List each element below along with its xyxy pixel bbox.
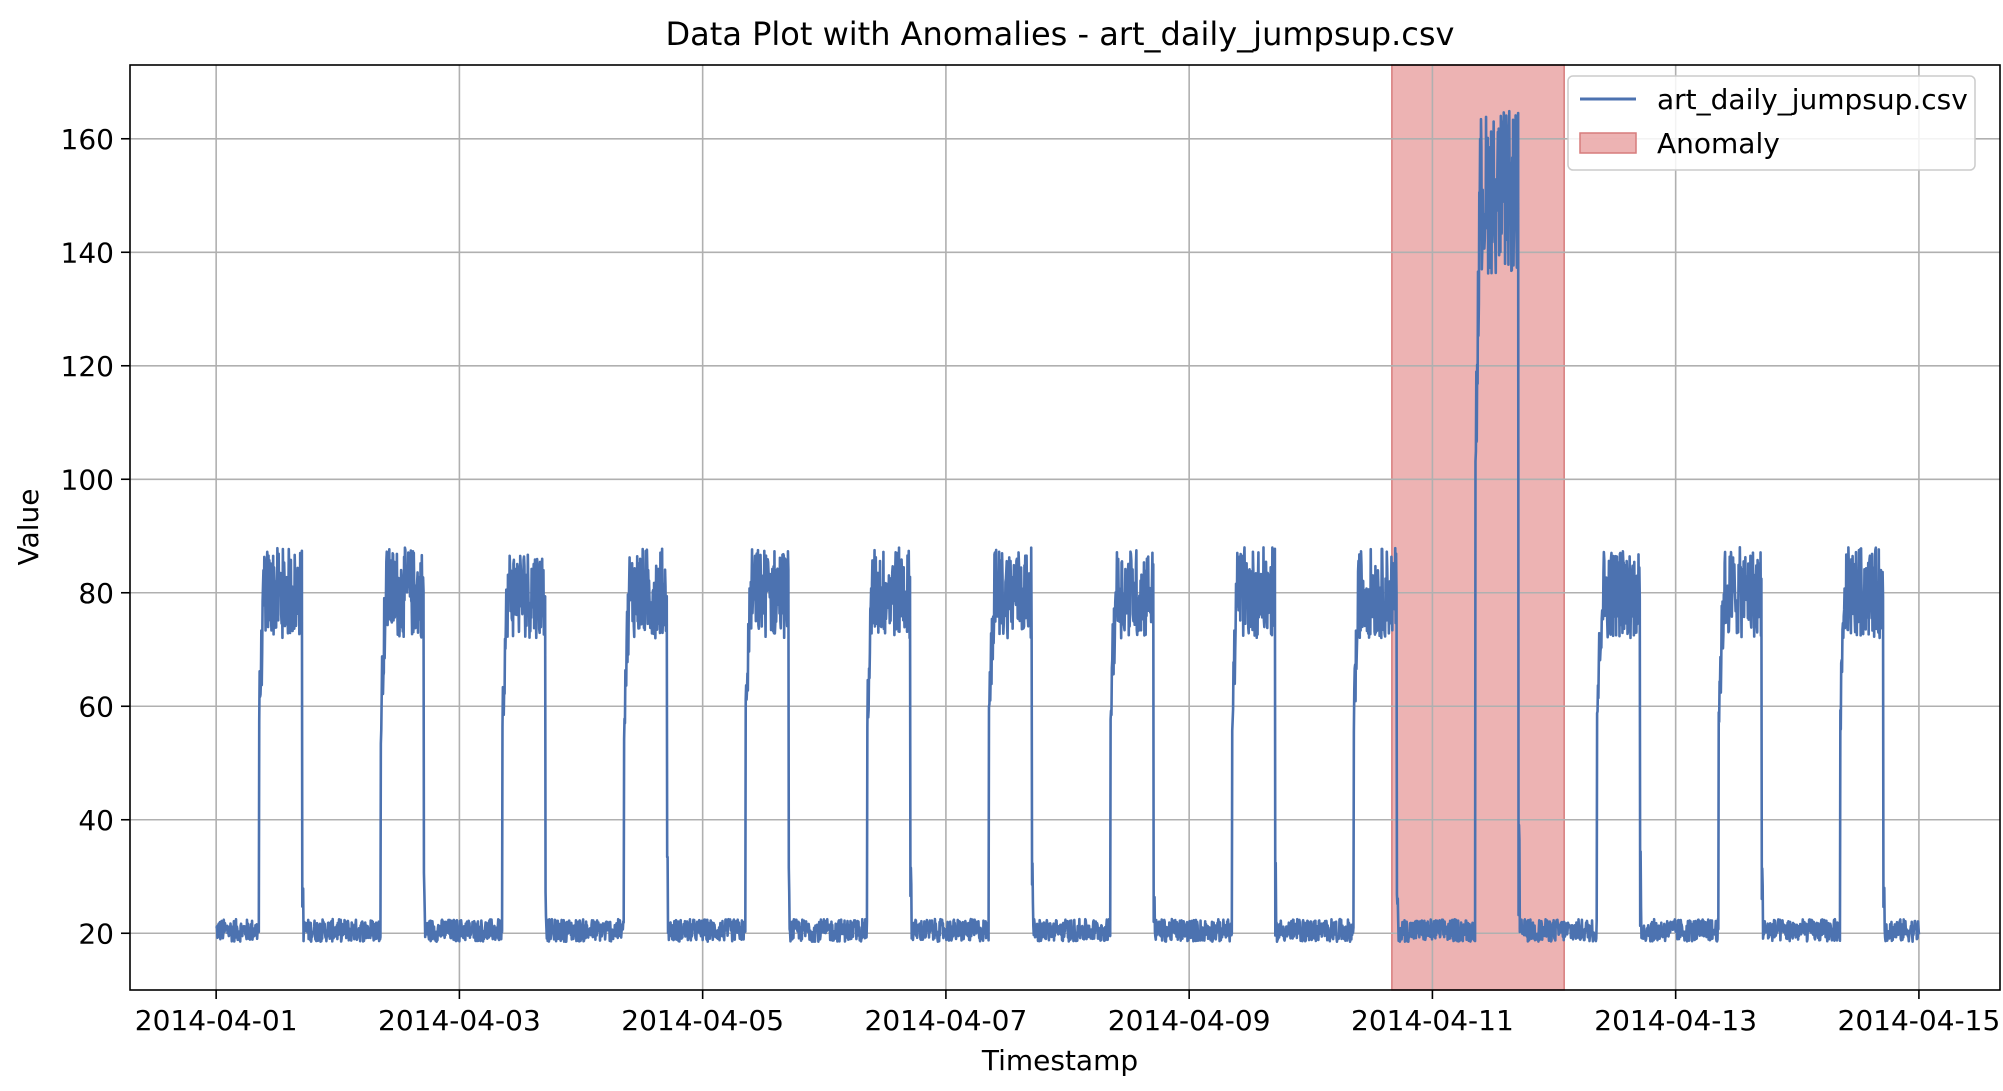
x-axis-label: Timestamp bbox=[981, 1044, 1138, 1077]
y-axis-label: Value bbox=[12, 489, 45, 566]
x-tick-label: 2014-04-15 bbox=[1838, 1004, 2001, 1037]
grid bbox=[130, 65, 2000, 990]
legend-series-label: art_daily_jumpsup.csv bbox=[1657, 83, 1968, 116]
y-tick-label: 80 bbox=[78, 577, 114, 610]
x-tick-label: 2014-04-01 bbox=[135, 1004, 298, 1037]
x-tick-label: 2014-04-13 bbox=[1594, 1004, 1757, 1037]
chart-title: Data Plot with Anomalies - art_daily_jum… bbox=[666, 15, 1455, 53]
y-tick-label: 100 bbox=[61, 463, 114, 496]
y-tick-label: 20 bbox=[78, 917, 114, 950]
y-tick-label: 140 bbox=[61, 236, 114, 269]
x-axis: 2014-04-01 2014-04-03 2014-04-05 2014-04-07… bbox=[135, 990, 2000, 1037]
legend-anomaly-swatch bbox=[1579, 132, 1637, 154]
x-tick-label: 2014-04-09 bbox=[1108, 1004, 1271, 1037]
y-tick-label: 40 bbox=[78, 804, 114, 837]
x-tick-label: 2014-04-11 bbox=[1351, 1004, 1514, 1037]
series-layer bbox=[215, 109, 1921, 944]
x-tick-label: 2014-04-05 bbox=[621, 1004, 784, 1037]
series-line bbox=[215, 109, 1921, 944]
y-tick-label: 60 bbox=[78, 690, 114, 723]
y-axis: 20 40 60 80 100 120 140 160 bbox=[61, 123, 130, 950]
plot-frame bbox=[129, 64, 2001, 991]
legend-anomaly-label: Anomaly bbox=[1657, 127, 1780, 160]
legend: art_daily_jumpsup.csv Anomaly bbox=[1567, 75, 1976, 171]
x-tick-label: 2014-04-07 bbox=[865, 1004, 1028, 1037]
y-tick-label: 160 bbox=[61, 123, 114, 156]
x-tick-label: 2014-04-03 bbox=[378, 1004, 541, 1037]
y-tick-label: 120 bbox=[61, 350, 114, 383]
legend-box bbox=[1567, 75, 1976, 171]
